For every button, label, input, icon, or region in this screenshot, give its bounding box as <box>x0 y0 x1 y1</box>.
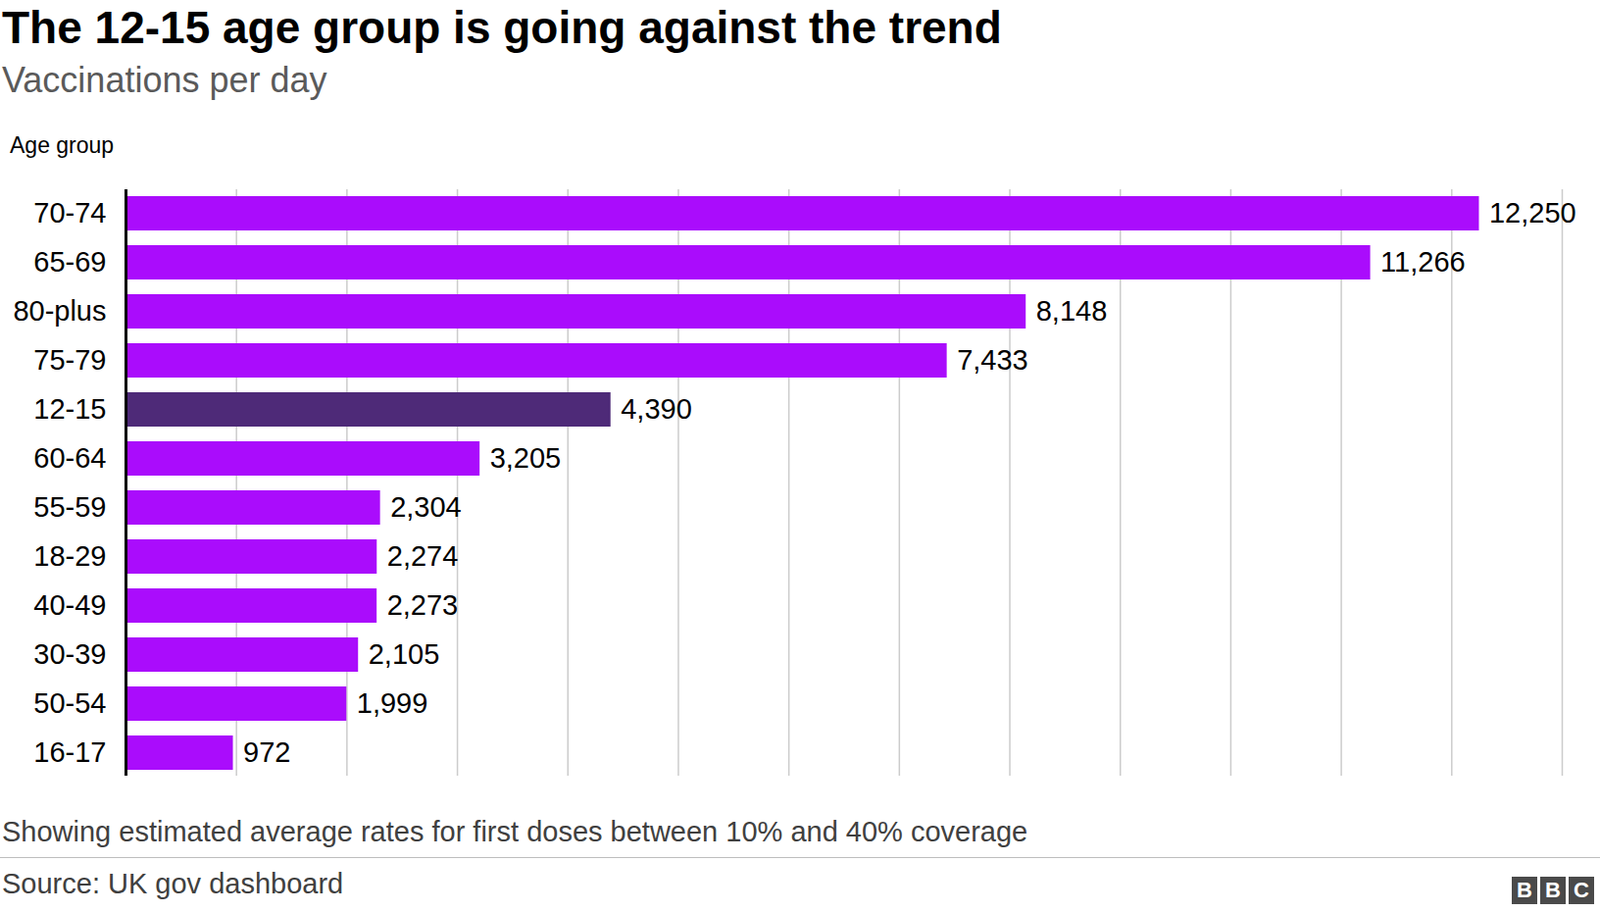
svg-text:972: 972 <box>243 736 291 768</box>
svg-text:70-74: 70-74 <box>33 197 106 229</box>
html-text:Source: UK gov dashboard: Source: UK gov dashboard <box>1 867 344 900</box>
svg-text:11,266: 11,266 <box>1380 246 1466 278</box>
svg-text:12,250: 12,250 <box>1489 197 1577 229</box>
svg-text:3,205: 3,205 <box>490 442 562 474</box>
svg-text:30-39: 30-39 <box>33 638 106 670</box>
svg-text:12-15: 12-15 <box>33 393 106 425</box>
svg-text:2,273: 2,273 <box>387 589 459 621</box>
svg-text:7,433: 7,433 <box>956 344 1029 376</box>
svg-text:1,999: 1,999 <box>356 687 429 719</box>
svg-text:2,105: 2,105 <box>368 638 441 670</box>
html-text:Vaccinations per day: Vaccinations per day <box>1 59 327 100</box>
html-text:C: C <box>1573 877 1590 902</box>
html-text:B: B <box>1545 877 1561 902</box>
svg-text:8,148: 8,148 <box>1036 295 1108 327</box>
svg-text:55-59: 55-59 <box>33 491 106 523</box>
svg-text:4,390: 4,390 <box>620 393 693 425</box>
html-text:The 12-15 age group is going a: The 12-15 age group is going against the… <box>1 1 1002 53</box>
svg-text:60-64: 60-64 <box>33 442 106 474</box>
svg-text:2,304: 2,304 <box>390 491 462 523</box>
svg-text:80-plus: 80-plus <box>12 295 106 327</box>
html-text:Showing estimated average rate: Showing estimated average rates for firs… <box>1 815 1028 848</box>
html-text:B: B <box>1516 877 1533 902</box>
svg-text:75-79: 75-79 <box>33 344 106 376</box>
svg-text:18-29: 18-29 <box>33 540 106 572</box>
svg-text:65-69: 65-69 <box>33 246 106 278</box>
svg-text:16-17: 16-17 <box>33 736 106 768</box>
svg-text:40-49: 40-49 <box>33 589 106 621</box>
html-text:Age group: Age group <box>9 132 114 158</box>
svg-text:2,274: 2,274 <box>387 540 459 572</box>
svg-text:50-54: 50-54 <box>33 687 106 719</box>
